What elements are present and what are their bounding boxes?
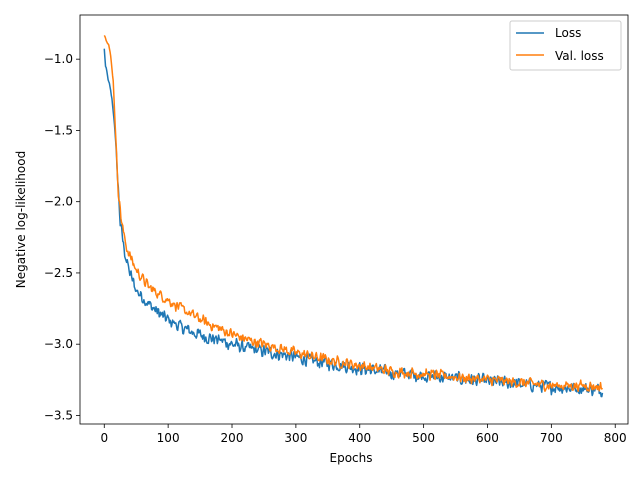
legend-label-val-loss: Val. loss xyxy=(555,49,604,63)
x-tick-label: 100 xyxy=(157,431,180,445)
y-tick-label: −1.5 xyxy=(44,123,73,137)
x-axis-label: Epochs xyxy=(330,451,373,465)
x-tick-label: 800 xyxy=(604,431,627,445)
x-tick-label: 200 xyxy=(221,431,244,445)
x-tick-label: 700 xyxy=(540,431,563,445)
y-tick-label: −3.5 xyxy=(44,408,73,422)
y-tick-label: −2.5 xyxy=(44,266,73,280)
legend: Loss Val. loss xyxy=(509,20,622,71)
y-axis-label: Negative log-likelihood xyxy=(14,151,28,288)
x-tick-label: 300 xyxy=(284,431,307,445)
legend-label-loss: Loss xyxy=(555,26,581,40)
plot-lines xyxy=(103,34,604,398)
y-tick-label: −3.0 xyxy=(44,337,73,351)
y-tick-label: −2.0 xyxy=(44,195,73,209)
x-tick-label: 500 xyxy=(412,431,435,445)
y-tick-label: −1.0 xyxy=(44,52,73,66)
plot-frame xyxy=(79,14,629,425)
series-line-loss xyxy=(103,48,604,398)
series-line-val-loss xyxy=(103,34,604,393)
x-tick-label: 400 xyxy=(348,431,371,445)
x-tick-label: 0 xyxy=(100,431,108,445)
axis-ticks: 0 100 200 300 400 500 600 700 800 −1.0 −1.5 −2.0 −2.… xyxy=(44,52,627,445)
x-tick-label: 600 xyxy=(476,431,499,445)
